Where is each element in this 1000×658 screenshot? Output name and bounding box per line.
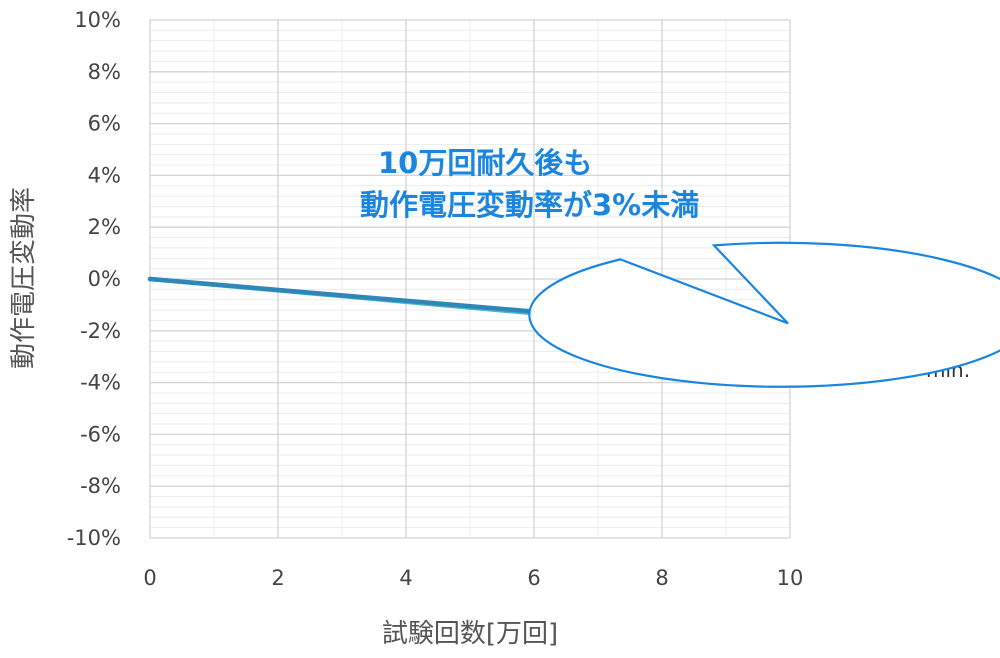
y-tick-label: 8%: [88, 60, 121, 84]
y-tick-label: 2%: [88, 215, 121, 239]
callout-text-line: 動作電圧変動率が3%未満: [360, 188, 699, 222]
x-tick-label: 6: [527, 566, 540, 590]
x-tick-label: 0: [143, 566, 156, 590]
x-tick-label: 8: [655, 566, 668, 590]
x-axis-title: 試験回数[万回]: [382, 619, 558, 649]
y-tick-label: 10%: [74, 8, 121, 32]
y-tick-label: -10%: [67, 526, 121, 550]
y-axis-title: 動作電圧変動率: [9, 187, 39, 369]
x-tick-label: 10: [777, 566, 804, 590]
y-tick-label: 0%: [88, 267, 121, 291]
x-tick-label: 2: [271, 566, 284, 590]
callout-text-line: 10万回耐久後も: [378, 146, 592, 180]
x-tick-labels: 0 2 4 6 8 10: [143, 566, 803, 590]
callout-bubble: [528, 241, 1000, 388]
y-tick-label: -2%: [80, 319, 121, 343]
y-tick-label: 4%: [88, 163, 121, 187]
y-tick-label: -6%: [80, 422, 121, 446]
x-tick-label: 4: [399, 566, 412, 590]
y-tick-label: 6%: [88, 112, 121, 136]
y-tick-labels: 10% 8% 6% 4% 2% 0% -2% -4% -6% -8% -10%: [67, 8, 121, 550]
grid: [149, 19, 791, 539]
y-tick-label: -4%: [80, 371, 121, 395]
y-tick-label: -8%: [80, 474, 121, 498]
